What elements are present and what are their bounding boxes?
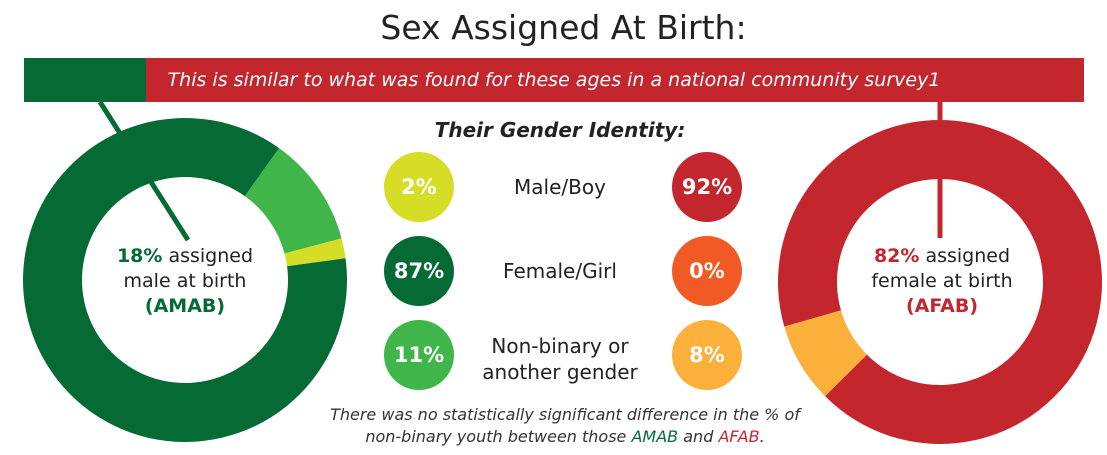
category-nonbinary-line1: Non-binary or [491,334,629,358]
amab-label: 18% assigned male at birth (AMAB) [95,244,275,319]
footnote-and: and [678,427,719,446]
banner-text: This is similar to what was found for th… [167,69,941,91]
page-title: Sex Assigned At Birth: [380,8,747,47]
afab-slice-male [778,120,1102,445]
amab-male-circle: 2% [384,152,454,222]
afab-line1: assigned [919,245,1011,267]
amab-female-circle: 87% [384,236,454,306]
footnote-prefix: non-binary youth between those [365,427,632,446]
survey-banner: This is similar to what was found for th… [24,58,1084,102]
afab-abbr: (AFAB) [905,295,979,317]
footnote: There was no statistically significant d… [280,404,850,448]
footnote-afab: AFAB [718,427,760,446]
amab-slice-nonbinary [244,148,342,254]
category-female-line1: Female/Girl [503,259,617,283]
gender-identity-title: Their Gender Identity: [434,118,686,142]
afab-percent: 82% [873,245,920,267]
banner-afab-segment [146,58,1084,102]
category-nonbinary-line2: another gender [482,360,638,384]
amab-nonbinary-circle: 11% [384,320,454,390]
banner-amab-segment [24,58,146,102]
afab-nonbinary-circle: 8% [672,320,742,390]
category-nonbinary-label: Non-binary or another gender [460,333,660,385]
amab-donut [22,117,348,442]
afab-line2: female at birth [871,270,1013,292]
amab-line1: assigned [162,245,254,267]
afab-label: 82% assigned female at birth (AFAB) [852,244,1032,319]
amab-slice-female [22,117,348,442]
afab-donut [778,120,1102,445]
amab-abbr: (AMAB) [144,295,226,317]
footnote-amab: AMAB [631,427,679,446]
afab-male-circle: 92% [672,152,742,222]
category-male-label: Male/Boy [460,174,660,200]
category-female-label: Female/Girl [460,258,660,284]
amab-line2: male at birth [123,270,247,292]
category-male-line1: Male/Boy [514,175,606,199]
afab-female-circle: 0% [672,236,742,306]
footnote-line1: There was no statistically significant d… [330,405,800,424]
amab-percent: 18% [116,245,163,267]
afab-slice-nonbinary [784,310,867,397]
amab-slice-male [284,238,346,267]
footnote-end: . [759,427,765,446]
